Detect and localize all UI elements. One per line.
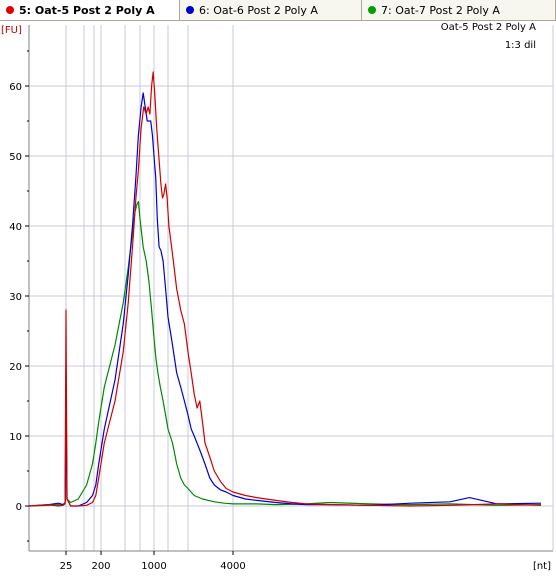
tab-sample-5[interactable]: 5: Oat-5 Post 2 Poly A bbox=[0, 0, 180, 20]
sample-name-label: Oat-5 Post 2 Poly A bbox=[440, 22, 536, 33]
series-line-5 bbox=[28, 71, 542, 507]
y-axis-label: [FU] bbox=[1, 25, 22, 36]
x-axis-label: [nt] bbox=[533, 561, 551, 572]
tab-sample-7[interactable]: 7: Oat-7 Post 2 Poly A bbox=[362, 0, 556, 20]
label-layer: 0 10 20 30 40 50 60 25 200 1000 4000 [FU] [nt] bbox=[1, 25, 551, 572]
series-line-6 bbox=[28, 92, 542, 507]
sample-tab-bar: 5: Oat-5 Post 2 Poly A 6: Oat-6 Post 2 P… bbox=[0, 0, 556, 21]
tab-label: 6: Oat-6 Post 2 Poly A bbox=[199, 3, 318, 17]
dilution-label: 1:3 dil bbox=[504, 40, 536, 51]
y-tick-label: 10 bbox=[9, 432, 22, 443]
x-tick-label: 4000 bbox=[220, 561, 245, 572]
y-tick-label: 60 bbox=[9, 82, 22, 93]
sample-6-color-dot bbox=[186, 6, 194, 14]
sample-5-color-dot bbox=[6, 6, 14, 14]
x-tick-label: 25 bbox=[60, 561, 73, 572]
axis-layer bbox=[25, 25, 554, 555]
grid-layer bbox=[29, 25, 553, 551]
tab-label: 5: Oat-5 Post 2 Poly A bbox=[19, 3, 155, 17]
x-tick-label: 200 bbox=[91, 561, 110, 572]
tab-label: 7: Oat-7 Post 2 Poly A bbox=[381, 3, 500, 17]
y-tick-label: 30 bbox=[9, 292, 22, 303]
sample-7-color-dot bbox=[368, 6, 376, 14]
y-tick-label: 50 bbox=[9, 152, 22, 163]
electropherogram-chart: 0 10 20 30 40 50 60 25 200 1000 4000 [FU] [nt] bbox=[1, 25, 554, 572]
tab-sample-6[interactable]: 6: Oat-6 Post 2 Poly A bbox=[180, 0, 362, 20]
series-layer bbox=[28, 71, 542, 507]
series-line-7 bbox=[28, 200, 542, 507]
y-tick-label: 0 bbox=[16, 502, 22, 513]
y-tick-label: 40 bbox=[9, 222, 22, 233]
x-tick-label: 1000 bbox=[141, 561, 166, 572]
y-tick-label: 20 bbox=[9, 362, 22, 373]
